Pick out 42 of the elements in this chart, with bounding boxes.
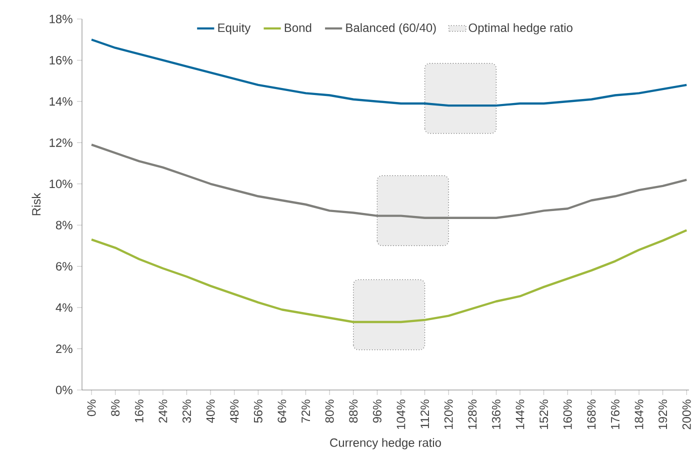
x-tick-label: 96% — [372, 400, 382, 423]
x-tick-label: 8% — [111, 400, 120, 416]
x-tick-label: 40% — [206, 400, 215, 423]
y-tick-label: 16% — [50, 56, 72, 64]
y-tick-label: 2% — [56, 344, 72, 353]
x-tick-label: 136% — [492, 400, 500, 429]
x-tick-label: 16% — [134, 400, 144, 422]
x-tick-label: 144% — [516, 400, 524, 429]
y-tick-label: 14% — [50, 97, 72, 106]
x-tick-label: 32% — [182, 400, 191, 423]
x-axis-title: Currency hedge ratio — [330, 438, 441, 450]
y-axis-title: Risk — [32, 192, 41, 216]
legend-label: Optimal hedge ratio — [468, 23, 572, 34]
x-tick-label: 168% — [587, 400, 596, 429]
y-tick-label: 12% — [50, 138, 72, 147]
legend-label: Equity — [218, 23, 251, 34]
x-tick-label: 48% — [230, 400, 239, 423]
y-tick-label: 6% — [56, 262, 72, 271]
x-tick-label: 0% — [87, 400, 96, 416]
x-tick-label: 176% — [610, 400, 620, 429]
y-tick-label: 10% — [50, 180, 72, 188]
x-tick-label: 64% — [278, 400, 286, 423]
y-tick-label: 18% — [50, 14, 72, 24]
x-tick-label: 200% — [682, 400, 691, 430]
x-tick-label: 128% — [468, 400, 477, 429]
x-tick-label: 160% — [563, 400, 572, 429]
x-tick-label: 112% — [420, 400, 429, 428]
y-tick-label: 4% — [56, 303, 72, 312]
x-tick-label: 152% — [540, 400, 548, 429]
x-tick-label: 88% — [349, 400, 358, 423]
x-tick-label: 72% — [302, 400, 310, 423]
legend-label: Bond — [284, 23, 312, 32]
legend-label: Balanced (60/40) — [346, 23, 436, 34]
y-tick-label: 0% — [56, 386, 72, 394]
x-tick-label: 184% — [634, 400, 644, 429]
x-tick-label: 56% — [254, 400, 262, 423]
x-tick-label: 24% — [158, 400, 168, 423]
x-tick-label: 80% — [325, 400, 334, 423]
y-tick-label: 8% — [56, 220, 72, 230]
x-tick-label: 192% — [658, 400, 668, 429]
x-tick-label: 104% — [396, 400, 406, 429]
x-tick-label: 120% — [444, 400, 453, 429]
